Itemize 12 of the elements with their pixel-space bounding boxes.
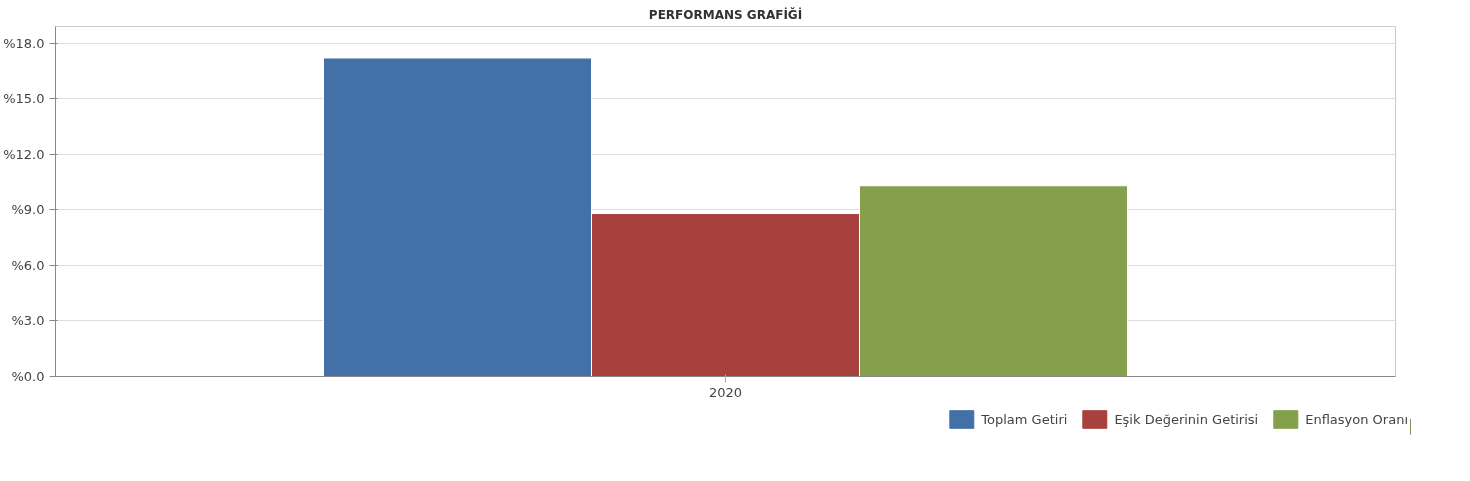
y-tick-label: %0.0 xyxy=(11,369,45,384)
legend-label: Eşik Değerinin Getirisi xyxy=(1114,411,1259,427)
y-tick-label: %18.0 xyxy=(3,35,45,51)
legend-label: Enflasyon Oranı xyxy=(1305,411,1408,427)
y-tick-label: %9.0 xyxy=(11,202,45,218)
legend-label: Toplam Getiri xyxy=(981,411,1068,427)
x-tick-label: 2020 xyxy=(708,384,743,400)
chart-title: PERFORMANS GRAFİĞİ xyxy=(648,6,803,22)
y-tick-label: %15.0 xyxy=(3,91,45,107)
y-tick-label: %3.0 xyxy=(11,313,45,329)
y-tick-label: %6.0 xyxy=(11,257,45,273)
y-tick-label: %12.0 xyxy=(3,146,45,162)
